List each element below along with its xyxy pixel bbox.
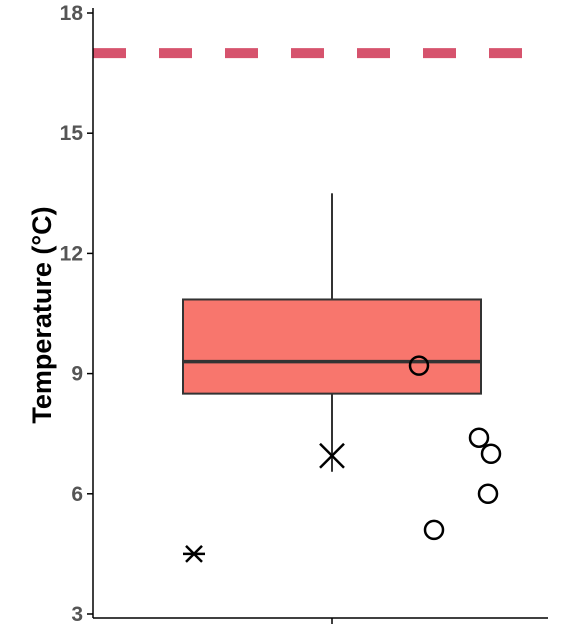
y-tick-label: 9 [71, 363, 83, 386]
data-point-circle [468, 427, 490, 448]
y-axis-title: Temperature (°C) [27, 206, 57, 423]
data-point-cross [319, 442, 345, 469]
y-tick-label: 3 [71, 603, 83, 626]
y-tick-label: 15 [60, 122, 84, 145]
data-point-circle [477, 483, 499, 505]
data-point-circle [480, 443, 502, 464]
data-point-circle [423, 519, 445, 541]
points-layer [183, 355, 502, 563]
asterisk-stroke [185, 545, 203, 563]
axes-layer: 3 6 9 12 15 18 [60, 2, 548, 626]
data-point-asterisk [183, 545, 205, 563]
y-tick-label: 18 [60, 2, 84, 25]
cross-stroke [319, 442, 345, 469]
y-tick-label: 12 [60, 242, 83, 265]
box-iqr [182, 298, 482, 395]
data-point-circle [408, 355, 430, 376]
y-tick-label: 6 [71, 483, 83, 506]
box-layer [182, 193, 482, 472]
